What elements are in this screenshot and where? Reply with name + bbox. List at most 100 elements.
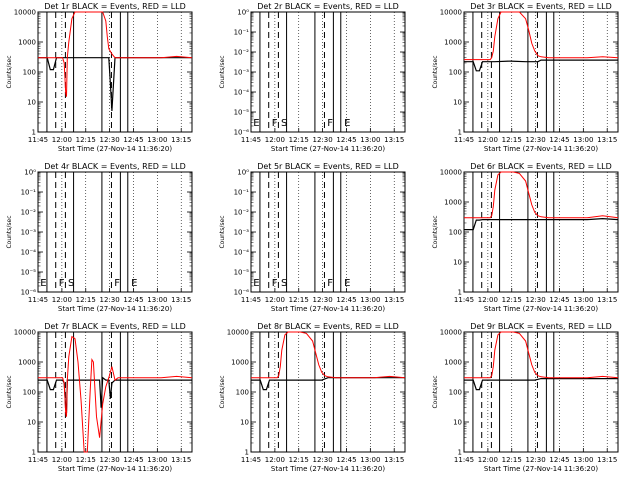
- phase-annotation: F: [327, 278, 333, 289]
- y-tick-label: 1: [458, 129, 462, 137]
- x-tick-label: 13:15: [171, 296, 191, 304]
- y-axis-label: Counts/sec: [432, 55, 439, 88]
- x-tick-label: 13:15: [171, 456, 191, 464]
- x-tick-label: 12:00: [52, 296, 72, 304]
- y-tick-label: 1: [32, 129, 36, 137]
- x-tick-label: 12:45: [123, 296, 143, 304]
- y-tick-label: 1000: [231, 359, 249, 367]
- y-tick-label: 1: [458, 449, 462, 457]
- series-line-events: [464, 59, 618, 72]
- y-tick-label: 1000: [18, 39, 36, 47]
- x-tick-label: 12:15: [502, 456, 522, 464]
- y-axis-label: Counts/sec: [6, 55, 13, 88]
- phase-annotation: E: [253, 278, 259, 289]
- x-tick-label: 12:30: [526, 296, 546, 304]
- chart-panel-3: Det 3r BLACK = Events, RED = LLD Counts/s…: [432, 2, 619, 153]
- y-tick-label: 10⁻²: [21, 209, 37, 217]
- chart-panel-7: Det 7r BLACK = Events, RED = LLD Counts/s…: [6, 322, 193, 473]
- y-axis-label: Counts/sec: [432, 215, 439, 248]
- y-tick-label: 10: [27, 419, 36, 427]
- x-tick-label: 12:00: [478, 456, 498, 464]
- y-tick-label: 10⁻⁶: [234, 129, 250, 137]
- y-tick-label: 10⁻¹: [21, 189, 37, 197]
- phase-annotation: F: [327, 118, 333, 129]
- y-tick-label: 1: [458, 289, 462, 297]
- plot-frame: [37, 171, 193, 293]
- y-tick-label: 10: [453, 99, 462, 107]
- y-tick-label: 10⁰: [24, 169, 36, 177]
- x-tick-label: 12:30: [526, 456, 546, 464]
- x-tick-label: 13:15: [384, 296, 404, 304]
- x-tick-label: 12:00: [265, 456, 285, 464]
- y-axis-label: Counts/sec: [219, 375, 226, 408]
- phase-annotation: F: [59, 278, 65, 289]
- y-tick-label: 100: [449, 229, 462, 237]
- x-tick-label: 12:00: [52, 456, 72, 464]
- x-tick-label: 13:00: [360, 136, 380, 144]
- y-tick-label: 10⁻⁴: [234, 249, 250, 257]
- x-tick-label: 12:30: [100, 456, 120, 464]
- plot-frame: [37, 331, 193, 453]
- x-tick-label: 12:00: [478, 136, 498, 144]
- chart-panel-9: Det 9r BLACK = Events, RED = LLD Counts/s…: [432, 322, 619, 473]
- x-tick-label: 11:45: [241, 456, 261, 464]
- x-tick-label: 13:00: [573, 296, 593, 304]
- y-tick-label: 10⁻³: [21, 229, 37, 237]
- x-tick-label: 12:15: [76, 456, 96, 464]
- plot-frame: [463, 11, 619, 133]
- chart-panel-2: Det 2r BLACK = Events, RED = LLD Counts/s…: [219, 2, 406, 153]
- y-axis-label: Counts/sec: [6, 375, 13, 408]
- x-tick-label: 12:45: [336, 456, 356, 464]
- series-line-events: [38, 57, 192, 112]
- chart-panel-6: Det 6r BLACK = Events, RED = LLD Counts/s…: [432, 162, 619, 313]
- x-axis-label: Start Time (27-Nov-14 11:36:20): [484, 145, 598, 153]
- x-tick-label: 13:00: [573, 456, 593, 464]
- phase-annotation: S: [281, 278, 287, 289]
- x-tick-label: 12:00: [265, 296, 285, 304]
- chart-title: Det 3r BLACK = Events, RED = LLD: [470, 2, 612, 11]
- x-tick-label: 13:15: [597, 296, 617, 304]
- x-axis-label: Start Time (27-Nov-14 11:36:20): [58, 145, 172, 153]
- plot-frame: [463, 171, 619, 293]
- x-tick-label: 13:00: [147, 456, 167, 464]
- phase-annotation: E: [253, 118, 259, 129]
- x-tick-label: 11:45: [454, 456, 474, 464]
- y-tick-label: 10⁻³: [234, 229, 250, 237]
- chart-title: Det 9r BLACK = Events, RED = LLD: [470, 322, 612, 331]
- x-tick-label: 13:00: [360, 456, 380, 464]
- y-tick-label: 10⁻⁵: [234, 269, 250, 277]
- plot-frame: [250, 171, 406, 293]
- y-tick-label: 10: [27, 99, 36, 107]
- x-tick-label: 12:30: [526, 136, 546, 144]
- x-tick-label: 13:00: [573, 136, 593, 144]
- y-tick-label: 10: [453, 259, 462, 267]
- series-line-lld: [464, 11, 619, 61]
- x-axis-label: Start Time (27-Nov-14 11:36:20): [58, 465, 172, 473]
- y-axis-label: Counts/sec: [432, 375, 439, 408]
- x-tick-label: 12:45: [123, 136, 143, 144]
- chart-panel-8: Det 8r BLACK = Events, RED = LLD Counts/s…: [219, 322, 406, 473]
- x-tick-label: 13:15: [171, 136, 191, 144]
- y-tick-label: 100: [23, 69, 36, 77]
- chart-title: Det 2r BLACK = Events, RED = LLD: [257, 2, 399, 11]
- series-line-events: [464, 217, 619, 231]
- x-axis-label: Start Time (27-Nov-14 11:36:20): [484, 305, 598, 313]
- x-tick-label: 12:15: [289, 456, 309, 464]
- y-tick-label: 10⁻⁴: [234, 89, 250, 97]
- y-tick-label: 1: [32, 449, 36, 457]
- x-tick-label: 12:15: [289, 136, 309, 144]
- y-tick-label: 10⁻⁵: [234, 109, 250, 117]
- x-tick-label: 12:45: [336, 296, 356, 304]
- x-tick-label: 11:45: [28, 296, 48, 304]
- x-tick-label: 13:15: [384, 456, 404, 464]
- y-tick-label: 10000: [440, 329, 462, 337]
- phase-annotation: E: [131, 278, 137, 289]
- y-tick-label: 10000: [14, 329, 36, 337]
- chart-title: Det 6r BLACK = Events, RED = LLD: [470, 162, 612, 171]
- plot-frame: [463, 331, 619, 453]
- chart-title: Det 1r BLACK = Events, RED = LLD: [44, 2, 186, 11]
- y-tick-label: 100: [23, 389, 36, 397]
- chart-title: Det 4r BLACK = Events, RED = LLD: [44, 162, 186, 171]
- y-tick-label: 10⁻⁴: [21, 249, 37, 257]
- y-tick-label: 10⁻⁵: [21, 269, 37, 277]
